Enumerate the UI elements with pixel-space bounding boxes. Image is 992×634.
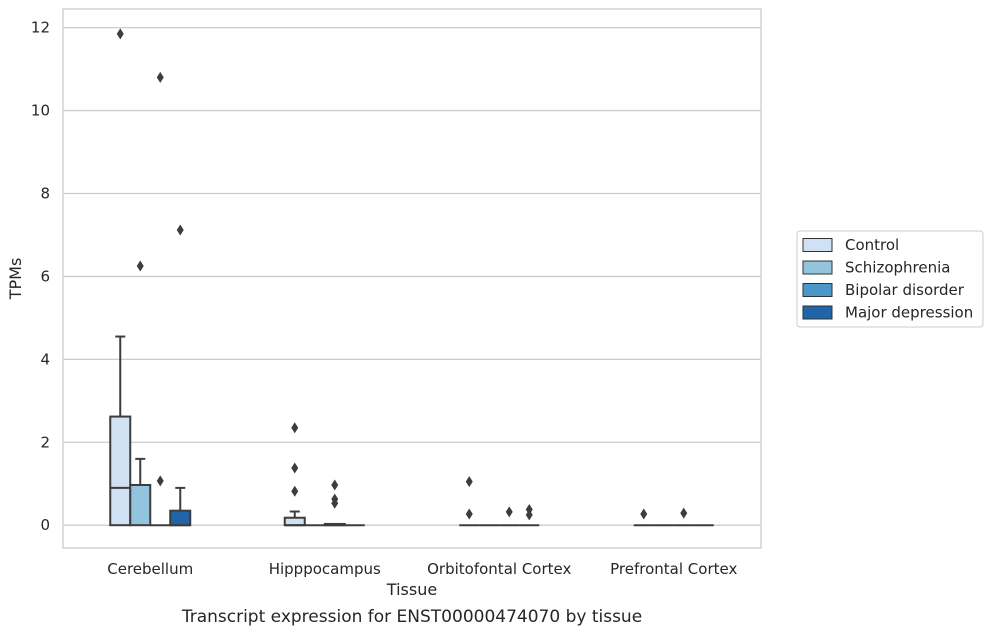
outlier-point [116, 28, 124, 40]
boxes [109, 28, 714, 527]
legend-frame [796, 230, 984, 328]
outlier-point [156, 475, 164, 487]
outlier-point [640, 508, 648, 520]
y-tick-label: 10 [31, 102, 50, 120]
box-2-2 [499, 506, 520, 527]
outlier-point [156, 71, 164, 83]
legend-swatch [802, 283, 833, 297]
y-tick-label: 6 [40, 267, 50, 285]
box-0-1 [129, 260, 152, 527]
plot-frame [62, 8, 762, 549]
box-iqr [109, 415, 132, 527]
outlier-point [331, 497, 339, 509]
x-tick-label: Cerebellum [107, 560, 193, 578]
outlier-point [291, 422, 299, 434]
y-tick-label: 0 [40, 516, 50, 534]
gridlines [63, 27, 761, 526]
y-tick-label: 2 [40, 433, 50, 451]
box-iqr [283, 516, 306, 527]
box-3-2 [673, 507, 694, 527]
y-tick-labels: 0 2 4 6 8 10 12 [31, 19, 50, 535]
legend: Control Schizophrenia Bipolar disorder Majo… [796, 230, 984, 328]
outlier-point [176, 224, 184, 236]
outlier-point [291, 462, 299, 474]
legend-swatch [802, 238, 833, 252]
x-tick-label: Prefrontal Cortex [610, 560, 737, 578]
box-1-2 [323, 479, 346, 527]
y-axis-title: TPMs [6, 258, 25, 301]
y-tick-label: 8 [40, 185, 50, 203]
outlier-point [505, 506, 513, 518]
box-2-3 [519, 503, 540, 527]
y-tick-label: 12 [31, 19, 50, 37]
y-tick-label: 4 [40, 350, 50, 368]
box-0-2 [150, 71, 171, 527]
outlier-point [291, 485, 299, 497]
x-tick-label: Hipppocampus [269, 560, 381, 578]
x-tick-label: Orbitofontal Cortex [427, 560, 571, 578]
box-iqr [129, 483, 152, 527]
outlier-point [465, 476, 473, 488]
x-axis-title: Tissue [386, 580, 437, 599]
box-0-0 [109, 28, 132, 527]
box-iqr [169, 509, 192, 527]
legend-label: Schizophrenia [845, 259, 950, 277]
box-1-0 [283, 422, 306, 527]
x-tick-labels: Cerebellum Hipppocampus Orbitofontal Corte… [107, 560, 737, 578]
outlier-point [331, 479, 339, 491]
legend-label: Bipolar disorder [845, 281, 965, 299]
box-0-3 [169, 224, 192, 527]
box-2-0 [459, 476, 480, 527]
outlier-point [525, 509, 533, 521]
outlier-point [465, 508, 473, 520]
outlier-point [136, 260, 144, 272]
chart-caption: Transcript expression for ENST0000047407… [181, 607, 642, 627]
legend-swatch [802, 260, 833, 275]
legend-swatch [802, 305, 833, 320]
legend-label: Control [845, 236, 899, 254]
legend-label: Major depression [845, 304, 973, 322]
outlier-point [680, 507, 688, 519]
box-3-0 [633, 508, 654, 527]
